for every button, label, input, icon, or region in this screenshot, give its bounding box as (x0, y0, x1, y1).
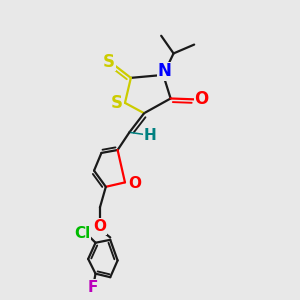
Text: O: O (128, 176, 141, 191)
Text: S: S (103, 53, 115, 71)
Text: Cl: Cl (74, 226, 90, 242)
Text: N: N (158, 62, 172, 80)
Text: O: O (194, 90, 209, 108)
Text: F: F (87, 280, 98, 295)
Text: O: O (93, 219, 106, 234)
Text: S: S (111, 94, 123, 112)
Text: H: H (144, 128, 156, 143)
